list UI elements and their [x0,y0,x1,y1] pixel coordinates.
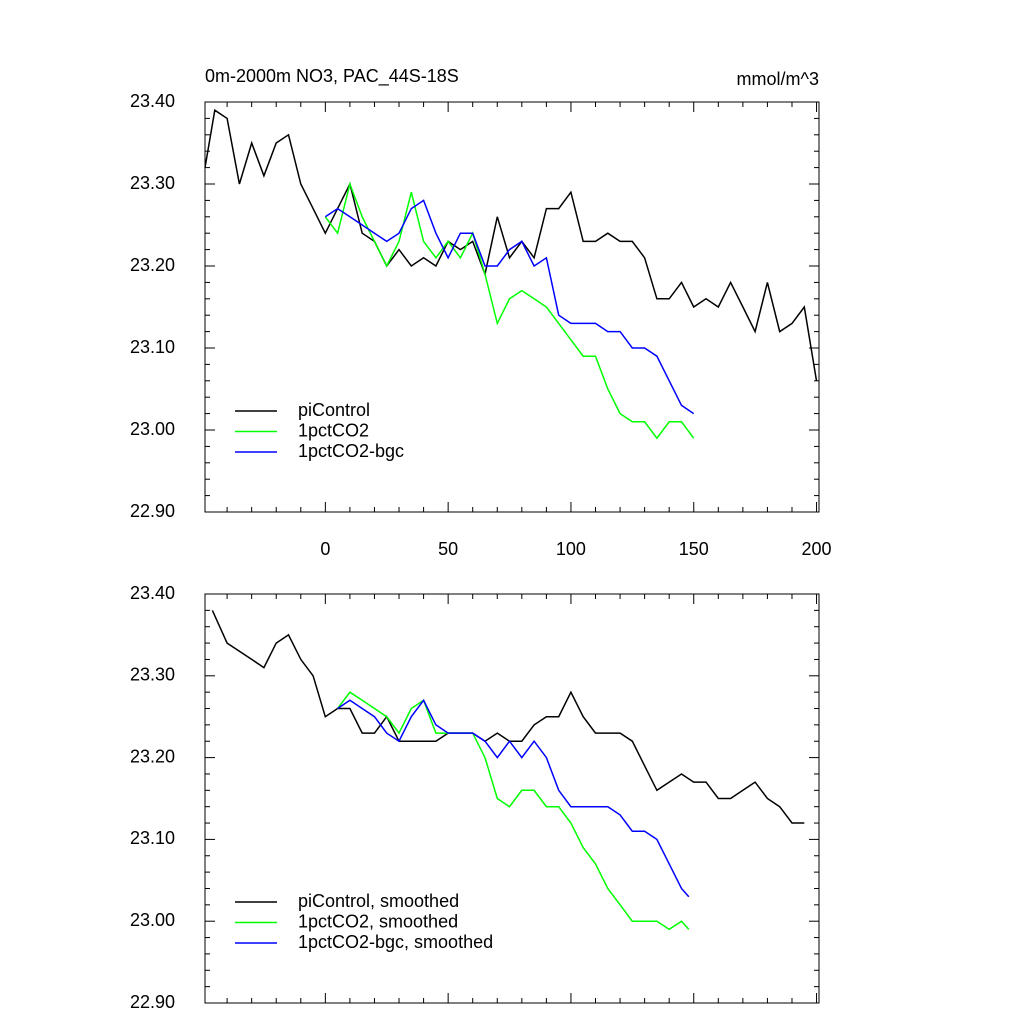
series-line [211,610,805,824]
y-tick-label: 23.40 [130,91,175,111]
y-tick-label: 23.10 [130,337,175,357]
legend-label: 1pctCO2-bgc [298,441,404,461]
legend-label: piControl [298,400,370,420]
x-tick-label: 150 [679,539,709,559]
units-label: mmol/m^3 [737,69,819,89]
legend-label: 1pctCO2 [298,420,369,440]
y-tick-label: 23.30 [130,665,175,685]
y-tick-label: 23.20 [130,746,175,766]
y-tick-label: 22.90 [130,992,175,1012]
x-tick-label: 50 [438,539,458,559]
y-tick-label: 23.00 [130,910,175,930]
x-tick-label: 100 [556,539,586,559]
y-tick-label: 23.20 [130,255,175,275]
legend-label: 1pctCO2-bgc, smoothed [298,932,493,952]
series-line [337,691,690,931]
series-line [324,181,695,440]
chart-title: 0m-2000m NO3, PAC_44S-18S [205,66,459,87]
y-tick-label: 22.90 [130,501,175,521]
series-line [324,199,695,415]
series-line [337,698,690,898]
y-tick-label: 23.30 [130,173,175,193]
y-tick-label: 23.00 [130,419,175,439]
y-tick-label: 23.10 [130,828,175,848]
series-line [204,108,818,381]
plot-frame [204,101,820,513]
x-tick-label: 200 [802,539,832,559]
plot-frame [204,593,820,1004]
legend-label: piControl, smoothed [298,891,459,911]
x-tick-label: 0 [320,539,330,559]
y-tick-label: 23.40 [130,583,175,603]
legend-label: 1pctCO2, smoothed [298,911,458,931]
